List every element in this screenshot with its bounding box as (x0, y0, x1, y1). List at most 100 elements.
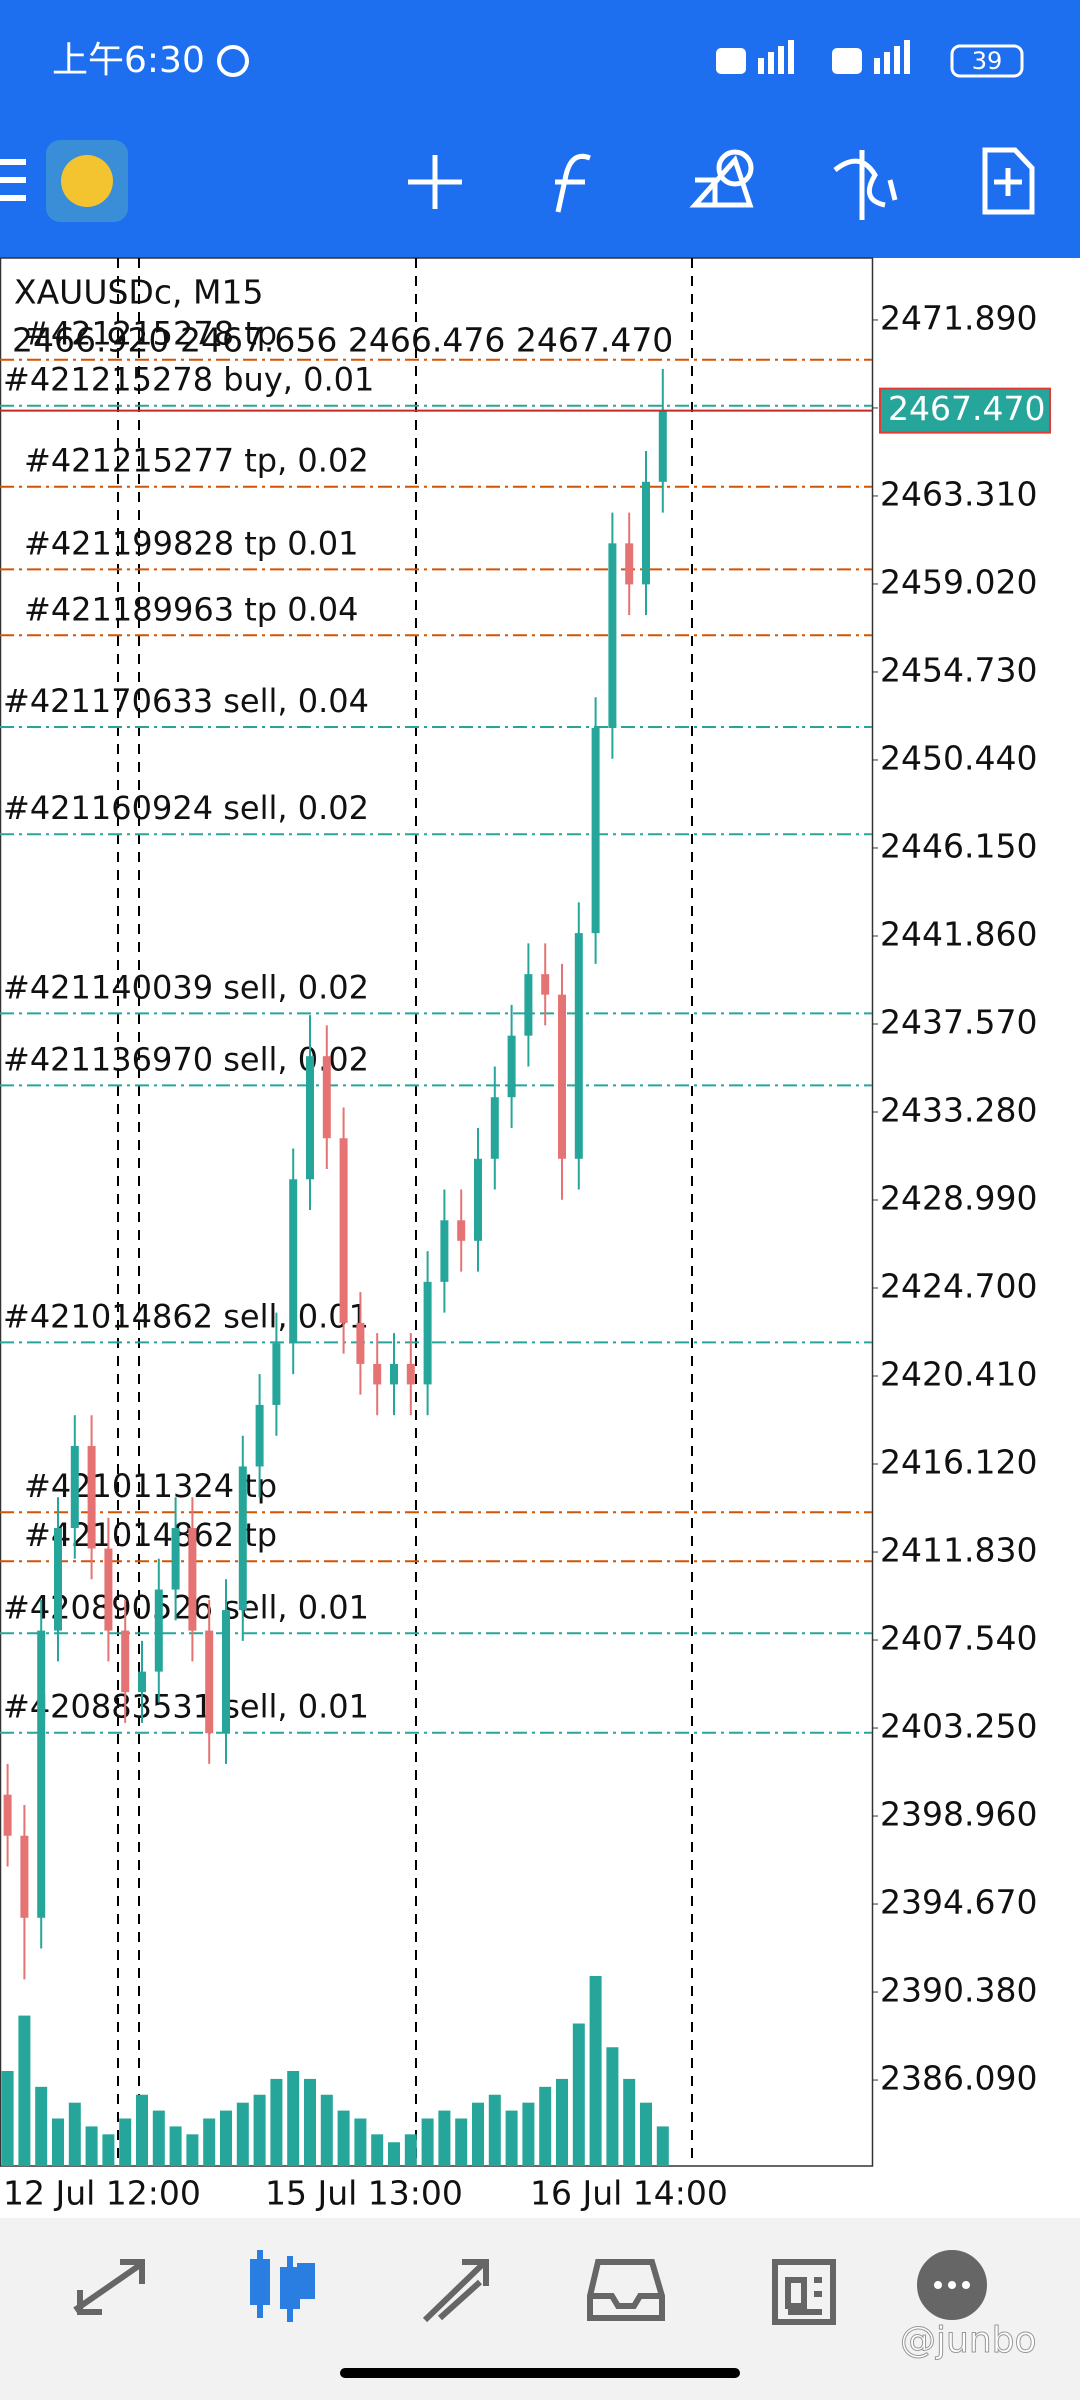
candle-body (574, 933, 583, 1159)
order-label: #421189963 tp 0.04 (24, 590, 359, 628)
candle-body (188, 1528, 197, 1631)
volume-bar (488, 2094, 501, 2166)
y-tick-label: 2411.830 (880, 1531, 1037, 1570)
y-tick-label: 2441.860 (880, 914, 1037, 953)
candle-body (658, 410, 667, 482)
objects-button[interactable] (689, 149, 754, 208)
candle-body (70, 1445, 79, 1529)
y-tick-label: 2420.410 (880, 1355, 1037, 1394)
nav-history[interactable] (587, 2259, 665, 2321)
volume-bar (556, 2078, 568, 2166)
candle-body (474, 1158, 482, 1241)
nav-news[interactable] (772, 2259, 836, 2325)
plot: #421215278 tp #421215278 buy, 0.01 #421215… (0, 315, 872, 2166)
candle-body (507, 1035, 516, 1098)
y-tick-label: 2394.670 (880, 1883, 1037, 1922)
x-tick-label: 12 Jul 12:00 (3, 2174, 201, 2213)
order-label: #420883531 sell, 0.01 (3, 1688, 369, 1726)
volume-bar (606, 2047, 619, 2166)
candle-body (238, 1466, 247, 1611)
candle-body (524, 974, 533, 1036)
volume-bar (623, 2078, 636, 2166)
alarm-icon (217, 45, 249, 77)
symbol-label: XAUUSDc, M15 (14, 273, 263, 312)
x-tick-label: 16 Jul 14:00 (530, 2174, 728, 2213)
volume-bar (136, 2094, 148, 2166)
y-tick-label: 2446.150 (880, 826, 1037, 865)
battery-level: 39 (972, 47, 1003, 75)
volume-bar (186, 2134, 199, 2166)
trade-button[interactable] (833, 150, 898, 220)
candle-body (423, 1281, 432, 1385)
order-label: #421170633 sell, 0.04 (3, 682, 369, 720)
app-logo-mark (61, 155, 113, 207)
y-tick-label: 2428.990 (880, 1178, 1037, 1217)
volume-bar (203, 2118, 216, 2166)
y-tick-label: 2390.380 (880, 1971, 1037, 2010)
y-tick-label: 2386.090 (880, 2059, 1037, 2098)
order-label: #421014862 tp (24, 1516, 277, 1554)
order-label: #421011324 tp (24, 1467, 277, 1505)
order-label: #421215278 buy, 0.01 (3, 361, 374, 399)
volume-bar (354, 2118, 367, 2166)
candle-body (87, 1445, 96, 1549)
y-tick-label: 2450.440 (880, 738, 1037, 777)
status-time: 上午6:30 (52, 40, 205, 81)
y-tick-label: 2433.280 (880, 1090, 1037, 1129)
watermark: @junbo (900, 2320, 1037, 2361)
nav-trade[interactable] (422, 2259, 489, 2323)
candle-body (289, 1179, 298, 1344)
candle-body (306, 1056, 314, 1180)
volume-bar (455, 2118, 468, 2166)
volume-bar (52, 2118, 64, 2166)
volume-bar (572, 2023, 585, 2166)
nav-chart[interactable] (250, 2250, 315, 2322)
ohlc-label: 2466.920 2467.656 2466.476 2467.470 (12, 321, 673, 360)
candle-body (121, 1630, 130, 1693)
candle-body (54, 1528, 62, 1631)
y-tick-label: 2471.890 (880, 298, 1037, 337)
candle-body (356, 1322, 365, 1364)
volume-bar (388, 2142, 400, 2166)
candle-body (171, 1528, 180, 1590)
candle-body (37, 1630, 46, 1918)
nav-messages[interactable] (917, 2250, 987, 2320)
order-label: #421140039 sell, 0.02 (3, 968, 369, 1006)
y-tick-label: 2459.020 (880, 562, 1037, 601)
candle-body (3, 1794, 12, 1836)
candle-body (591, 727, 600, 934)
y-tick-label: 2403.250 (880, 1707, 1037, 1746)
volume-bar (589, 1976, 602, 2166)
order-label: #421215277 tp, 0.02 (24, 442, 369, 480)
candle-body (255, 1404, 264, 1467)
order-label: #421136970 sell, 0.02 (3, 1040, 369, 1078)
volume-bar (253, 2094, 266, 2166)
menu-button[interactable] (0, 159, 26, 201)
volume-bar (18, 2015, 31, 2166)
volume-bar (522, 2102, 535, 2166)
candle-body (104, 1548, 113, 1631)
new-order-button[interactable] (982, 147, 1035, 215)
indicators-button[interactable] (555, 153, 591, 213)
home-indicator (340, 2368, 740, 2378)
y-tick-label: 2424.700 (880, 1267, 1037, 1306)
candle-body (457, 1220, 466, 1241)
y-tick-label: 2454.730 (880, 650, 1037, 689)
y-tick-label: 2416.120 (880, 1443, 1037, 1482)
candle-body (322, 1056, 331, 1139)
candle-body (440, 1220, 449, 1282)
nav-quotes[interactable] (73, 2259, 145, 2315)
y-tick-label: 2398.960 (880, 1795, 1037, 1834)
battery-icon (950, 44, 1024, 78)
candle-body (390, 1363, 398, 1385)
candle-body (20, 1835, 29, 1918)
crosshair-button[interactable] (408, 155, 462, 209)
volume-bar (539, 2086, 552, 2166)
candle-body (373, 1363, 382, 1385)
volume-bar (421, 2118, 434, 2166)
volume-bar (320, 2094, 333, 2166)
nav-icons (73, 2250, 987, 2325)
candle-body (272, 1343, 281, 1405)
volume-bar (236, 2102, 249, 2166)
